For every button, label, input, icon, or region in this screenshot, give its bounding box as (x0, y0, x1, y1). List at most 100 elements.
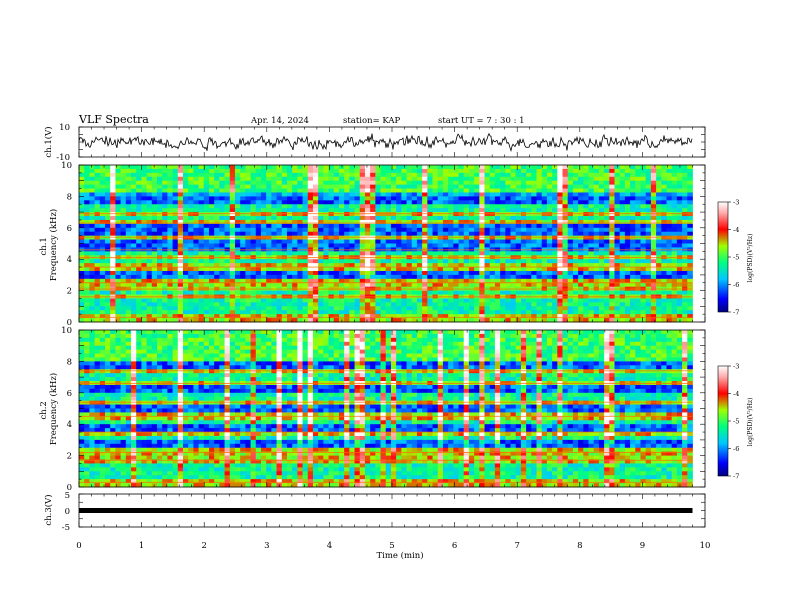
heatmap-cell (624, 212, 631, 217)
heatmap-cell (489, 219, 496, 225)
heatmap-cell (390, 192, 397, 197)
heatmap-cell (687, 184, 693, 189)
heatmap-cell (94, 180, 101, 186)
heatmap-cell (567, 219, 574, 225)
heatmap-cell (328, 251, 335, 256)
heatmap-cell (588, 259, 595, 264)
heatmap-cell (557, 165, 563, 170)
heatmap-cell (151, 235, 158, 240)
heatmap-cell (115, 306, 121, 311)
heatmap-cell (214, 243, 220, 248)
heatmap-cell (661, 192, 667, 197)
heatmap-cell (546, 278, 553, 284)
heatmap-cell (505, 251, 511, 256)
heatmap-cell (650, 192, 657, 197)
heatmap-cell (297, 267, 303, 272)
heatmap-cell (302, 223, 309, 229)
heatmap-cell (572, 310, 579, 315)
heatmap-cell (323, 251, 329, 256)
heatmap-cell (203, 176, 210, 182)
heatmap-cell (245, 302, 251, 307)
heatmap-cell (110, 278, 116, 284)
heatmap-cell (557, 298, 563, 303)
heatmap-cell (224, 192, 231, 197)
heatmap-cell (276, 314, 283, 319)
heatmap-cell (536, 231, 543, 237)
heatmap-cell (234, 306, 241, 311)
heatmap-cell (500, 204, 506, 209)
heatmap-cell (276, 282, 283, 288)
heatmap-cell (84, 192, 90, 197)
heatmap-cell (546, 176, 553, 182)
heatmap-cell (110, 298, 116, 303)
heatmap-cell (557, 208, 563, 213)
heatmap-cell (671, 278, 678, 284)
heatmap-cell (177, 290, 184, 295)
heatmap-cell (682, 204, 688, 209)
heatmap-cell (146, 172, 153, 178)
heatmap-cell (182, 235, 189, 240)
heatmap-cell (359, 306, 366, 311)
heatmap-cell (84, 176, 90, 182)
heatmap-cell (505, 192, 511, 197)
heatmap-cell (130, 274, 137, 280)
heatmap-cell (656, 290, 662, 295)
heatmap-cell (276, 298, 283, 303)
heatmap-cell (479, 282, 485, 288)
heatmap-cell (146, 219, 153, 225)
heatmap-cell (323, 223, 329, 229)
heatmap-cell (110, 270, 116, 276)
heatmap-cell (583, 243, 589, 248)
heatmap-cell (359, 302, 366, 307)
heatmap-cell (614, 290, 621, 295)
heatmap-cell (214, 204, 220, 209)
heatmap-cell (266, 219, 272, 225)
heatmap-cell (484, 314, 491, 319)
heatmap-cell (687, 318, 693, 323)
heatmap-cell (349, 196, 355, 201)
heatmap-cell (167, 243, 173, 248)
heatmap-cell (167, 239, 173, 244)
heatmap-cell (661, 243, 667, 248)
heatmap-cell (156, 282, 163, 288)
heatmap-cell (255, 235, 262, 240)
heatmap-cell (614, 263, 621, 268)
heatmap-cell (427, 216, 433, 221)
heatmap-cell (583, 188, 589, 193)
heatmap-cell (229, 227, 236, 233)
heatmap-cell (162, 200, 168, 205)
heatmap-cell (671, 188, 678, 193)
heatmap-cell (224, 172, 231, 178)
heatmap-cell (208, 306, 215, 311)
heatmap-cell (666, 267, 673, 272)
heatmap-cell (682, 259, 688, 264)
heatmap-cell (208, 172, 215, 178)
heatmap-cell (520, 184, 527, 189)
heatmap-cell (489, 227, 496, 233)
heatmap-cell (104, 270, 111, 276)
heatmap-cell (385, 306, 392, 311)
heatmap-cell (619, 278, 626, 284)
heatmap-cell (656, 204, 662, 209)
heatmap-cell (333, 251, 340, 256)
heatmap-cell (630, 290, 636, 295)
heatmap-cell (260, 172, 267, 178)
heatmap-cell (427, 176, 433, 182)
heatmap-cell (593, 314, 600, 319)
heatmap-cell (344, 216, 350, 221)
heatmap-cell (94, 290, 101, 295)
heatmap-cell (84, 200, 90, 205)
heatmap-cell (198, 231, 205, 237)
heatmap-cell (130, 176, 137, 182)
heatmap-cell (266, 259, 272, 264)
heatmap-cell (583, 306, 589, 311)
heatmap-cell (687, 298, 693, 303)
heatmap-cell (598, 274, 605, 280)
heatmap-cell (567, 216, 574, 221)
heatmap-cell (609, 180, 615, 186)
heatmap-cell (422, 270, 428, 276)
heatmap-cell (546, 219, 553, 225)
heatmap-cell (151, 168, 158, 174)
heatmap-cell (177, 223, 184, 229)
heatmap-cell (552, 310, 558, 315)
